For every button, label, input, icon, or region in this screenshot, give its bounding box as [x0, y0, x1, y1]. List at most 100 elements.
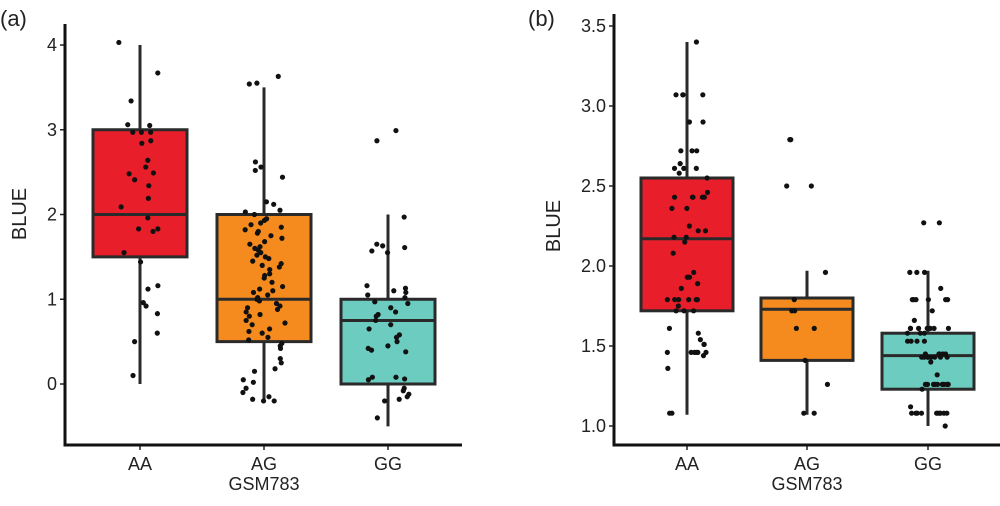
data-point — [914, 269, 920, 275]
data-point — [694, 148, 700, 154]
data-point — [261, 275, 267, 281]
data-point — [934, 381, 941, 387]
data-point — [384, 250, 391, 256]
data-point — [675, 303, 681, 309]
data-point — [673, 308, 679, 314]
data-point — [914, 410, 920, 416]
data-point — [702, 228, 709, 234]
data-point — [671, 165, 678, 171]
data-point — [676, 297, 682, 303]
data-point — [260, 398, 267, 404]
data-point — [811, 325, 817, 331]
data-point — [139, 140, 145, 146]
data-point — [270, 288, 276, 294]
data-point — [279, 283, 286, 290]
data-point — [266, 394, 272, 400]
data-point — [670, 250, 676, 256]
data-point — [921, 330, 928, 336]
data-point — [700, 353, 707, 359]
y-tick-label: 1.0 — [581, 416, 606, 436]
x-tick-label: AG — [251, 454, 277, 474]
data-point — [373, 317, 379, 324]
panel-label: (a) — [0, 6, 27, 31]
data-point — [271, 398, 277, 404]
data-point — [677, 161, 683, 167]
data-point — [915, 325, 922, 331]
data-point — [380, 243, 386, 249]
data-point — [250, 379, 256, 385]
data-point — [271, 201, 277, 207]
data-point — [146, 183, 152, 189]
data-point — [682, 239, 688, 245]
data-point — [403, 349, 409, 355]
data-point — [267, 266, 273, 273]
data-point — [259, 262, 265, 268]
data-point — [252, 159, 259, 165]
data-point — [265, 292, 271, 298]
data-point — [243, 317, 249, 324]
data-point — [145, 215, 151, 221]
data-point — [244, 305, 251, 311]
data-point — [701, 341, 707, 347]
data-point — [793, 325, 799, 331]
data-point — [393, 127, 399, 134]
data-point — [929, 308, 935, 314]
data-point — [391, 288, 397, 294]
data-point — [369, 374, 375, 380]
data-point — [125, 122, 131, 128]
data-point — [126, 171, 132, 177]
data-point — [666, 325, 673, 331]
data-point — [404, 394, 410, 400]
data-point — [258, 250, 264, 256]
data-point — [802, 357, 808, 363]
data-point — [150, 228, 156, 235]
data-point — [258, 164, 264, 170]
data-point — [250, 258, 256, 264]
data-point — [671, 194, 678, 200]
data-point — [393, 374, 399, 380]
data-point — [669, 205, 675, 211]
data-point — [374, 415, 380, 421]
data-point — [130, 129, 136, 135]
data-point — [921, 338, 928, 344]
y-tick-label: 1.5 — [581, 336, 606, 356]
data-point — [121, 250, 127, 256]
data-point — [907, 269, 913, 275]
data-point — [266, 255, 272, 262]
data-point — [155, 283, 161, 289]
data-point — [913, 297, 919, 303]
data-point — [402, 294, 408, 301]
y-tick-label: 2.5 — [581, 176, 606, 196]
data-point — [250, 289, 257, 296]
data-point — [277, 345, 284, 352]
data-point — [246, 313, 252, 319]
panel-label: (b) — [528, 6, 555, 31]
data-point — [937, 354, 944, 360]
data-point — [278, 224, 284, 230]
box-gg — [880, 331, 976, 391]
data-point — [907, 325, 914, 331]
data-point — [131, 339, 138, 345]
data-point — [402, 244, 408, 251]
data-point — [784, 183, 790, 189]
y-tick-label: 1 — [47, 289, 57, 309]
y-tick-label: 2.0 — [581, 256, 606, 276]
data-point — [242, 209, 248, 215]
data-point — [928, 359, 934, 365]
data-point — [116, 39, 122, 46]
data-point — [402, 285, 409, 291]
panel-b: (b) BLUE 1.0 1.5 2.0 2.5 3.0 3.5 AA AG GG GSM783 — [528, 6, 1000, 494]
data-point — [250, 396, 256, 402]
data-point — [943, 297, 949, 303]
box-gg — [339, 297, 437, 386]
data-point — [691, 269, 697, 275]
data-point — [148, 129, 154, 135]
data-point — [366, 326, 372, 332]
data-point — [392, 309, 399, 315]
data-point — [691, 308, 697, 314]
data-point — [665, 365, 671, 371]
data-point — [811, 410, 817, 416]
data-point — [909, 297, 915, 303]
data-point — [364, 283, 370, 289]
data-point — [254, 252, 260, 258]
